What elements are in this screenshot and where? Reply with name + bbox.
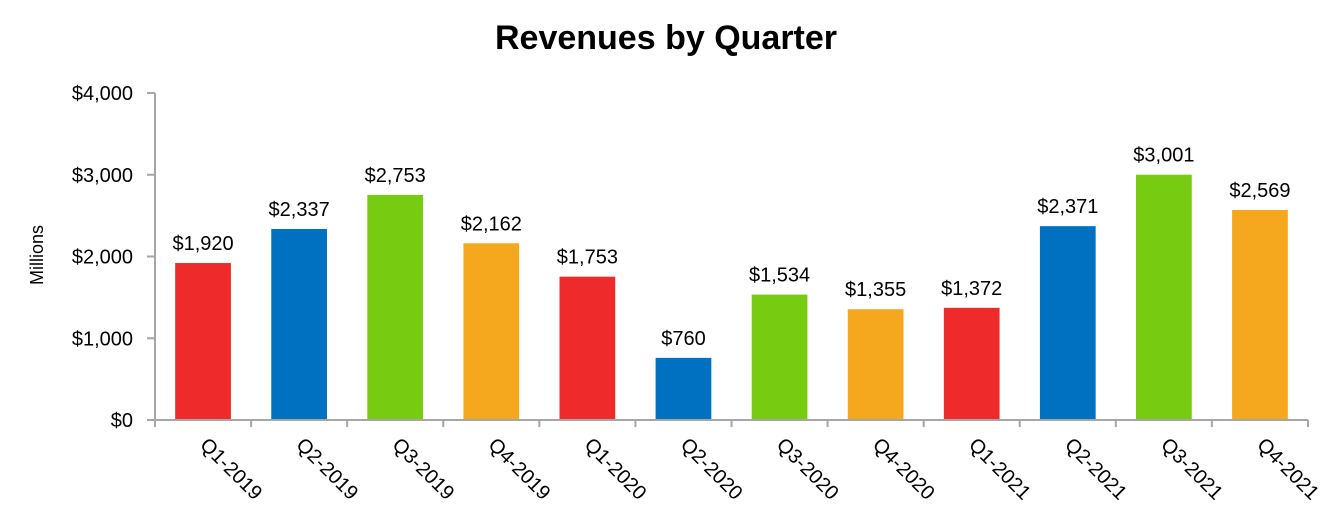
bar-q2-2019 (271, 228, 327, 420)
bar-q2-2021 (1039, 226, 1096, 420)
x-tick-label: Q4-2019 (484, 434, 555, 505)
bar-q4-2021 (1232, 209, 1288, 420)
data-label: $2,753 (365, 165, 426, 187)
data-label: $1,534 (749, 265, 810, 287)
y-tick-label: $4,000 (72, 83, 133, 105)
y-tick-label: $2,000 (72, 247, 133, 269)
bar-q1-2019 (175, 263, 231, 420)
x-tick-label: Q4-2021 (1252, 434, 1323, 505)
bar-q3-2020 (751, 294, 808, 420)
bar-q2-2020 (655, 357, 712, 420)
y-axis: $0 $1,000 $2,000 $3,000 $4,000 (72, 83, 156, 432)
bar-q4-2020 (847, 309, 904, 420)
data-label: $2,371 (1037, 196, 1098, 218)
bar-q1-2020 (559, 276, 616, 420)
data-label: $760 (661, 328, 706, 350)
data-labels: $1,920 $2,337 $2,753 $2,162 $1,753 $760 $1,534… (172, 145, 1290, 350)
x-axis: Q1-2019 Q2-2019 Q3-2019 Q4-2019 Q1-2020 Q2-20… (154, 419, 1323, 505)
x-tick-label: Q2-2021 (1060, 434, 1131, 505)
data-label: $1,920 (172, 233, 233, 255)
x-tick-label: Q3-2021 (1156, 434, 1227, 505)
x-tick-label: Q1-2021 (964, 434, 1035, 505)
y-tick-label: $3,000 (72, 165, 133, 187)
x-tick-label: Q1-2020 (580, 434, 651, 505)
data-label: $2,162 (461, 213, 522, 235)
bar-q1-2021 (943, 307, 1000, 420)
data-label: $2,337 (269, 199, 330, 221)
x-tick-label: Q3-2019 (388, 434, 459, 505)
y-tick-label: $0 (111, 410, 133, 432)
data-label: $2,569 (1229, 180, 1290, 202)
chart-title: Revenues by Quarter (495, 19, 837, 57)
y-axis-label: Millions (27, 225, 47, 285)
x-tick-label: Q1-2019 (196, 434, 267, 505)
data-label: $1,355 (845, 279, 906, 301)
bar-q3-2021 (1136, 174, 1192, 420)
x-tick-label: Q3-2020 (772, 434, 843, 505)
bar-q4-2019 (463, 243, 520, 420)
bar-q3-2019 (367, 194, 424, 420)
data-label: $1,372 (941, 278, 1002, 300)
data-label: $3,001 (1133, 145, 1194, 167)
x-tick-label: Q2-2020 (676, 434, 747, 505)
bars (175, 174, 1288, 420)
x-tick-label: Q4-2020 (868, 434, 939, 505)
x-tick-label: Q2-2019 (292, 434, 363, 505)
y-tick-label: $1,000 (72, 328, 133, 350)
data-label: $1,753 (557, 247, 618, 269)
